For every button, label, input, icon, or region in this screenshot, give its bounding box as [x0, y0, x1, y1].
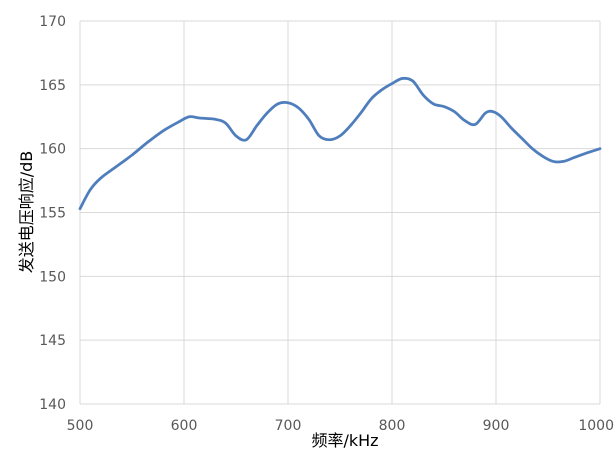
y-tick-label: 160	[39, 142, 66, 158]
y-tick-label: 170	[39, 14, 66, 30]
y-tick-labels: 140 145 150 155 160 165 170	[39, 14, 66, 413]
x-tick-label: 600	[171, 418, 198, 434]
x-tick-labels: 500 600 700 800 900 1000	[67, 418, 614, 434]
x-tick-label: 500	[67, 418, 94, 434]
y-tick-label: 155	[39, 206, 66, 222]
grid-lines	[79, 20, 601, 405]
y-tick-label: 140	[39, 397, 66, 413]
x-tick-label: 700	[275, 418, 302, 434]
y-tick-label: 145	[39, 333, 66, 349]
x-tick-label: 900	[483, 418, 510, 434]
y-axis-title: 发送电压响应/dB	[17, 151, 36, 274]
x-tick-label: 800	[379, 418, 406, 434]
y-tick-label: 150	[39, 269, 66, 285]
series-line	[78, 76, 602, 211]
y-tick-label: 165	[39, 78, 66, 94]
series-layer	[78, 76, 602, 211]
x-axis-title: 频率/kHz	[311, 431, 378, 450]
x-tick-label: 1000	[578, 418, 614, 434]
